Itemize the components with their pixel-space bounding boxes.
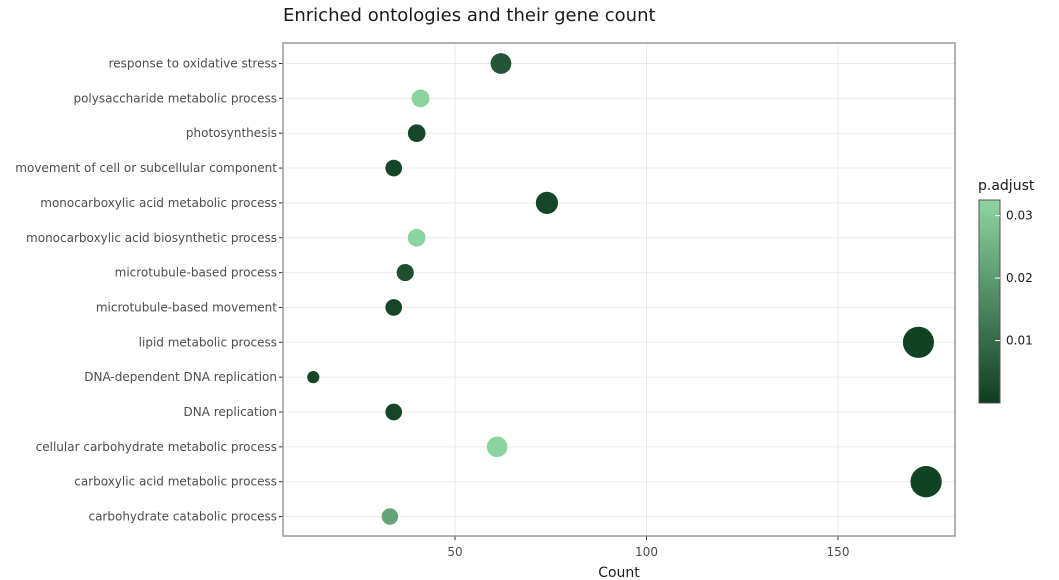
y-tick-label: polysaccharide metabolic process	[73, 91, 277, 105]
y-tick-label: photosynthesis	[186, 126, 277, 140]
point	[411, 89, 430, 108]
x-tick-label: 50	[447, 545, 462, 559]
gridlines	[283, 43, 955, 536]
y-axis-ticks: response to oxidative stress polysacchari…	[15, 57, 283, 524]
point	[535, 191, 559, 215]
point	[396, 264, 414, 282]
point	[486, 436, 508, 458]
legend-tick-label: 0.03	[1006, 209, 1033, 223]
y-tick-label: movement of cell or subcellular componen…	[15, 161, 277, 175]
legend-tick-label: 0.01	[1006, 334, 1033, 348]
point	[307, 371, 320, 384]
legend-tick-label: 0.02	[1006, 271, 1033, 285]
plot-panel-border	[282, 42, 956, 537]
point	[490, 53, 512, 74]
y-tick-label: monocarboxylic acid metabolic process	[40, 196, 277, 210]
color-legend: p.adjust 0.01 0.02 0.03	[978, 178, 1035, 404]
x-tick-label: 100	[635, 545, 658, 559]
point	[385, 403, 403, 421]
y-tick-label: carbohydrate catabolic process	[88, 510, 277, 524]
y-tick-label: lipid metabolic process	[139, 335, 277, 349]
y-tick-label: DNA replication	[183, 405, 277, 419]
y-tick-label: microtubule-based movement	[96, 300, 277, 314]
legend-ticks: 0.01 0.02 0.03	[995, 209, 1033, 348]
point	[407, 228, 426, 247]
y-tick-label: carboxylic acid metabolic process	[74, 475, 277, 489]
data-points	[307, 53, 942, 525]
point	[385, 159, 403, 177]
point	[902, 326, 935, 358]
y-tick-label: DNA-dependent DNA replication	[84, 370, 277, 384]
legend-title: p.adjust	[978, 178, 1035, 194]
point	[385, 299, 403, 316]
x-axis-title: Count	[598, 565, 640, 580]
legend-colorbar	[978, 199, 1001, 404]
point	[381, 508, 399, 525]
point	[910, 466, 942, 498]
x-axis-ticks: 50 100 150	[447, 536, 849, 559]
y-tick-label: response to oxidative stress	[109, 57, 277, 71]
chart-title: Enriched ontologies and their gene count	[283, 5, 656, 26]
x-tick-label: 150	[827, 545, 850, 559]
y-tick-label: cellular carbohydrate metabolic process	[36, 440, 277, 454]
y-tick-label: monocarboxylic acid biosynthetic process	[26, 231, 277, 245]
y-tick-label: microtubule-based process	[115, 266, 277, 280]
point	[407, 124, 426, 143]
